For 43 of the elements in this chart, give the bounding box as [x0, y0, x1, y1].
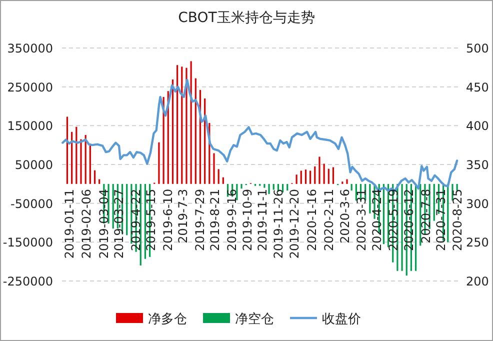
- x-tick-label: 2019-10-9: [240, 188, 254, 252]
- x-tick-label: 2020-3-31: [354, 188, 368, 252]
- x-tick-label: 2020-4-24: [370, 188, 384, 252]
- x-tick-label: 2020-7-31: [434, 188, 448, 252]
- x-tick-label: 2019-11-26: [272, 188, 286, 259]
- x-tick-label: 2019-02-06: [80, 188, 94, 259]
- legend-label: 净多仓: [148, 312, 187, 327]
- x-tick-label: 2019-11-1: [255, 188, 270, 252]
- x-tick-label: 2019-12-20: [287, 188, 302, 259]
- x-tick-label: 2019-03-27: [112, 188, 126, 259]
- x-tick-label: 2019-7-29: [193, 188, 208, 252]
- x-tick-label: 2019-7-3: [176, 188, 190, 244]
- y2-tick-label: 200: [466, 274, 489, 288]
- x-tick-label: 2019-8-21: [208, 188, 222, 252]
- chart-title: CBOT玉米持仓与走势: [178, 10, 315, 26]
- x-tick-label: 2020-7-8: [419, 188, 434, 244]
- x-tick-label: 2019-5-15: [144, 188, 158, 252]
- y2-tick-label: 500: [466, 42, 489, 56]
- y-tick-label: 50000: [14, 158, 53, 172]
- y-tick-label: -250000: [2, 274, 53, 288]
- y2-tick-label: 450: [466, 80, 489, 94]
- x-tick-label: 2019-4-22: [128, 188, 143, 252]
- legend-label: 收盘价: [322, 312, 361, 327]
- x-tick-label: 2020-3-6: [338, 188, 352, 244]
- y-tick-label: 350000: [7, 42, 53, 56]
- x-tick-label: 2019-01-11: [62, 188, 77, 259]
- x-tick-label: 2020-1-16: [305, 188, 320, 252]
- y2-tick-label: 400: [466, 119, 489, 134]
- x-tick-label: 2020-2-11: [322, 188, 336, 252]
- x-tick-label: 2020-8-25: [450, 188, 465, 252]
- y2-tick-label: 350: [466, 158, 489, 172]
- legend-label: 净空仓: [235, 312, 274, 327]
- y-tick-label: 150000: [7, 119, 53, 134]
- y2-tick-label: 300: [466, 196, 489, 211]
- y-tick-label: -150000: [2, 236, 53, 250]
- x-tick-label: 2019-6-10: [160, 188, 175, 252]
- y-tick-label: -50000: [10, 196, 53, 211]
- y-tick-label: 250000: [7, 80, 53, 94]
- x-tick-label: 2019-03-04: [96, 188, 111, 259]
- x-tick-label: 2019-9-16: [225, 188, 240, 252]
- y2-tick-label: 250: [466, 236, 489, 250]
- x-tick-label: 2020-5-19: [386, 188, 400, 252]
- x-tick-label: 2020-6-12: [402, 188, 416, 252]
